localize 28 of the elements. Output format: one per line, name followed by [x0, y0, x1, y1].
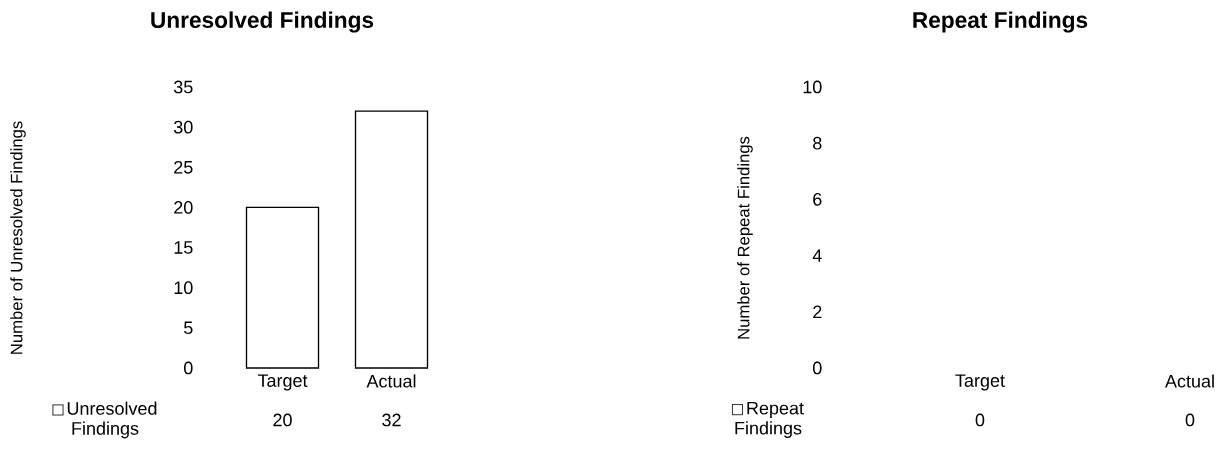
- x-tick-label: Actual: [1165, 374, 1214, 388]
- x-tick-label: Target: [257, 374, 308, 391]
- y-tick-label: 30: [173, 120, 193, 134]
- legend-label: Repeat Findings: [735, 401, 804, 439]
- y-axis-title: Number of Repeat Findings: [737, 136, 753, 339]
- y-tick-label: 6: [813, 193, 822, 206]
- legend-label: Unresolved Findings: [67, 401, 157, 439]
- chart-title: Unresolved Findings: [151, 11, 374, 33]
- data-label: 0: [975, 413, 985, 427]
- y-tick-label: 20: [174, 201, 193, 214]
- data-label: 20: [273, 413, 292, 427]
- chart-title: Repeat Findings: [913, 11, 1088, 33]
- y-tick-label: 25: [174, 160, 193, 174]
- y-tick-label: 5: [184, 321, 193, 335]
- y-tick-label: 10: [803, 80, 822, 94]
- y-tick-label: 8: [813, 136, 822, 150]
- x-tick-label: Actual: [366, 374, 416, 388]
- y-tick-label: 15: [174, 241, 193, 254]
- data-label: 32: [382, 413, 401, 427]
- y-tick-label: 2: [813, 305, 822, 319]
- y-axis-title: Number of Unresolved Findings: [10, 121, 26, 354]
- y-tick-label: 35: [173, 80, 193, 94]
- y-tick-label: 10: [174, 281, 193, 295]
- y-tick-label: 0: [812, 361, 822, 375]
- y-tick-label: 0: [184, 361, 193, 375]
- data-label: 0: [1185, 413, 1195, 427]
- x-tick-label: Target: [955, 374, 1005, 391]
- y-tick-label: 4: [812, 249, 822, 262]
